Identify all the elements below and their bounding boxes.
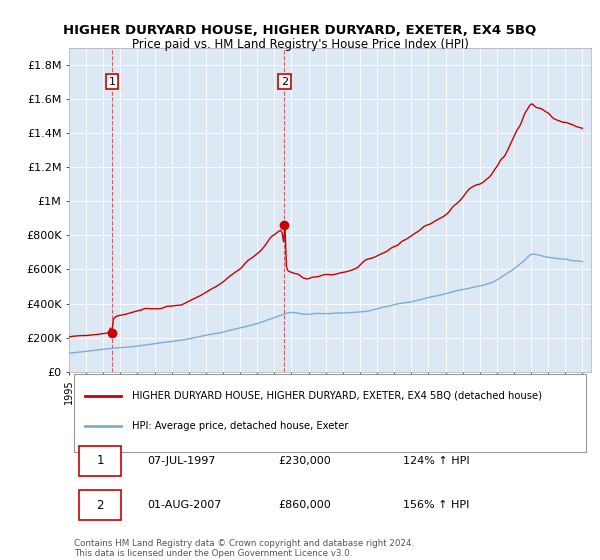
FancyBboxPatch shape bbox=[79, 491, 121, 520]
Text: 124% ↑ HPI: 124% ↑ HPI bbox=[403, 456, 470, 466]
Text: 07-JUL-1997: 07-JUL-1997 bbox=[148, 456, 216, 466]
FancyBboxPatch shape bbox=[74, 374, 586, 451]
Text: 1: 1 bbox=[109, 77, 116, 87]
Text: 2: 2 bbox=[97, 499, 104, 512]
Text: £230,000: £230,000 bbox=[278, 456, 331, 466]
Text: £860,000: £860,000 bbox=[278, 500, 331, 510]
Text: Price paid vs. HM Land Registry's House Price Index (HPI): Price paid vs. HM Land Registry's House … bbox=[131, 38, 469, 51]
Text: HIGHER DURYARD HOUSE, HIGHER DURYARD, EXETER, EX4 5BQ (detached house): HIGHER DURYARD HOUSE, HIGHER DURYARD, EX… bbox=[131, 391, 542, 401]
FancyBboxPatch shape bbox=[79, 446, 121, 475]
Text: 01-AUG-2007: 01-AUG-2007 bbox=[148, 500, 221, 510]
Text: 2: 2 bbox=[281, 77, 288, 87]
Text: 1: 1 bbox=[97, 454, 104, 468]
Text: Contains HM Land Registry data © Crown copyright and database right 2024.
This d: Contains HM Land Registry data © Crown c… bbox=[74, 539, 415, 558]
Text: 156% ↑ HPI: 156% ↑ HPI bbox=[403, 500, 469, 510]
Text: HIGHER DURYARD HOUSE, HIGHER DURYARD, EXETER, EX4 5BQ: HIGHER DURYARD HOUSE, HIGHER DURYARD, EX… bbox=[64, 24, 536, 36]
Text: HPI: Average price, detached house, Exeter: HPI: Average price, detached house, Exet… bbox=[131, 421, 348, 431]
